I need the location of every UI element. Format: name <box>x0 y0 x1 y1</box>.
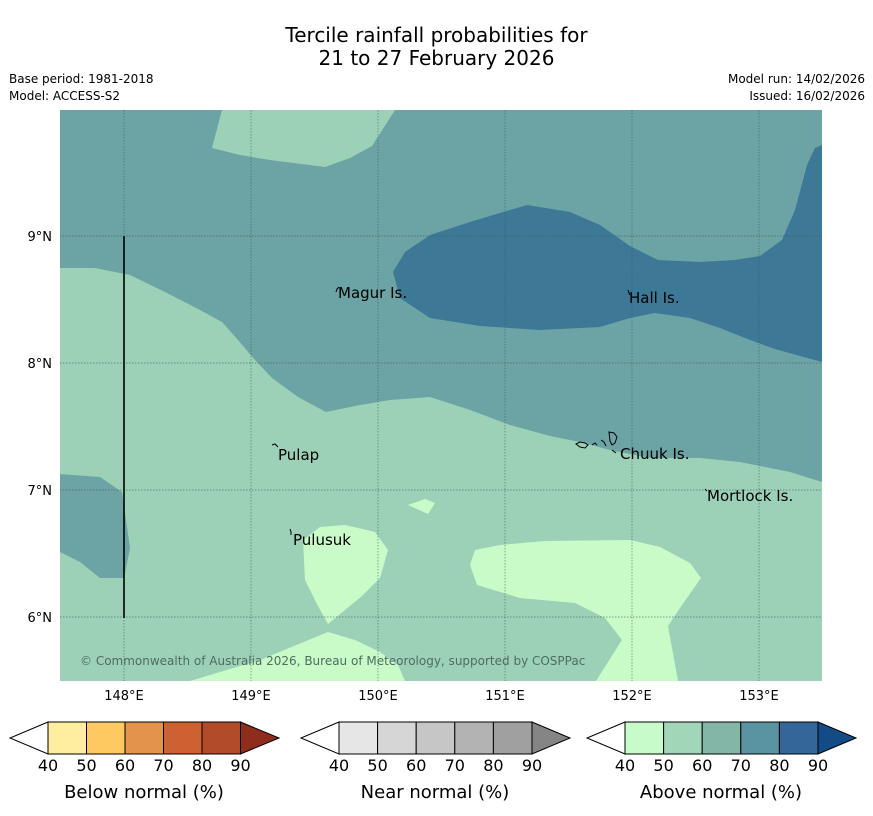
lat-label-8n: 8°N <box>28 357 53 372</box>
place-label-mortlock: Mortlock Is. <box>707 487 793 505</box>
legend-near-swatch-5 <box>492 721 533 755</box>
legend-near-swatch-0 <box>299 721 340 755</box>
legend-near-swatch-6 <box>531 721 572 755</box>
region-above-40-50-east <box>470 540 701 681</box>
island-magur <box>335 286 340 293</box>
legend-above-swatch-4 <box>740 721 780 755</box>
legend-near-swatch-1 <box>338 721 379 755</box>
legend-above-tick: 50 <box>653 756 673 775</box>
copyright-text: © Commonwealth of Australia 2026, Bureau… <box>80 654 585 668</box>
legend-near-tick: 60 <box>406 756 426 775</box>
legend-above-title: Above normal (%) <box>640 782 802 803</box>
legend-below-normal: 40 50 60 70 80 90 Below normal (%) <box>8 721 281 803</box>
issued-text: Issued: 16/02/2026 <box>749 89 865 103</box>
legend-near-tick: 80 <box>483 756 503 775</box>
legend-below-swatch-5 <box>201 721 241 755</box>
legend-above-normal: 40 50 60 70 80 90 Above normal (%) <box>585 721 858 803</box>
legend-near-tick: 40 <box>329 756 349 775</box>
legend-above-swatch-2 <box>663 721 703 755</box>
legend-above-swatch-1 <box>624 721 665 755</box>
legend-below-swatch-2 <box>86 721 126 755</box>
place-label-hall: Hall Is. <box>629 289 680 307</box>
lon-label-149e: 149°E <box>231 689 271 704</box>
legend-above-swatch-5 <box>778 721 819 755</box>
title-line-1: Tercile rainfall probabilities for <box>285 23 588 47</box>
legend-below-swatch-0 <box>8 721 49 755</box>
island-chuuk-lagoon <box>575 431 618 454</box>
map-area: Magur Is. Hall Is. Pulap Chuuk Is. Mortl… <box>60 110 822 681</box>
legend-below-tick: 50 <box>76 756 96 775</box>
legend-below-tick: 40 <box>38 756 58 775</box>
region-above-50-60-north <box>212 110 395 167</box>
latitude-labels: 9°N 8°N 7°N 6°N <box>28 230 53 626</box>
place-label-magur: Magur Is. <box>338 284 407 302</box>
legend-below-title: Below normal (%) <box>64 782 224 803</box>
gridlines <box>60 110 822 681</box>
island-mortlock <box>704 488 708 492</box>
lon-label-151e: 151°E <box>485 689 525 704</box>
legend-below-tick: 70 <box>153 756 173 775</box>
legend-above-swatch-0 <box>585 721 626 755</box>
legend-below-swatch-1 <box>47 721 87 755</box>
legend-above-tick: 60 <box>692 756 712 775</box>
lat-label-9n: 9°N <box>28 230 53 245</box>
model-run-text: Model run: 14/02/2026 <box>727 72 865 86</box>
place-label-pulap: Pulap <box>278 446 319 464</box>
region-above-40-50-south <box>190 632 405 681</box>
lon-label-148e: 148°E <box>104 689 144 704</box>
region-above-60-70-west <box>60 474 130 578</box>
region-above-40-50-center <box>303 525 388 624</box>
legend-near-swatch-2 <box>377 721 417 755</box>
island-hall <box>627 289 631 296</box>
island-pulap <box>271 443 279 448</box>
island-pulusuk <box>289 528 292 535</box>
region-above-40-50-small <box>408 499 435 514</box>
legend-near-swatch-3 <box>415 721 456 755</box>
base-period-text: Base period: 1981-2018 <box>9 72 154 86</box>
region-above-70-80 <box>393 145 822 362</box>
legend-near-tick: 70 <box>445 756 465 775</box>
legend-below-swatch-3 <box>124 721 164 755</box>
legend-below-swatch-4 <box>163 721 203 755</box>
legend-near-title: Near normal (%) <box>361 782 510 803</box>
legend-above-swatch-3 <box>701 721 742 755</box>
legend-above-swatch-6 <box>817 721 858 755</box>
legend-below-tick: 60 <box>115 756 135 775</box>
legend-below-swatch-6 <box>240 721 281 755</box>
legend-above-tick: 70 <box>731 756 751 775</box>
legend-above-tick: 90 <box>808 756 828 775</box>
place-label-pulusuk: Pulusuk <box>293 531 351 549</box>
legend-near-tick: 90 <box>522 756 542 775</box>
lon-label-150e: 150°E <box>358 689 398 704</box>
lat-label-7n: 7°N <box>28 484 53 499</box>
longitude-labels: 148°E 149°E 150°E 151°E 152°E 153°E <box>104 689 779 704</box>
legend-near-swatch-4 <box>454 721 494 755</box>
legend-below-tick: 80 <box>192 756 212 775</box>
lon-label-152e: 152°E <box>612 689 652 704</box>
place-label-chuuk: Chuuk Is. <box>620 445 689 463</box>
island-outlines <box>271 286 708 535</box>
legend-above-tick: 80 <box>769 756 789 775</box>
legend-near-tick: 50 <box>367 756 387 775</box>
title-line-2: 21 to 27 February 2026 <box>318 46 555 70</box>
lat-label-6n: 6°N <box>28 611 53 626</box>
lon-label-153e: 153°E <box>739 689 779 704</box>
legend-below-tick: 90 <box>230 756 250 775</box>
model-text: Model: ACCESS-S2 <box>9 89 121 103</box>
legend-above-tick: 40 <box>615 756 635 775</box>
legend-near-normal: 40 50 60 70 80 90 Near normal (%) <box>299 721 572 803</box>
